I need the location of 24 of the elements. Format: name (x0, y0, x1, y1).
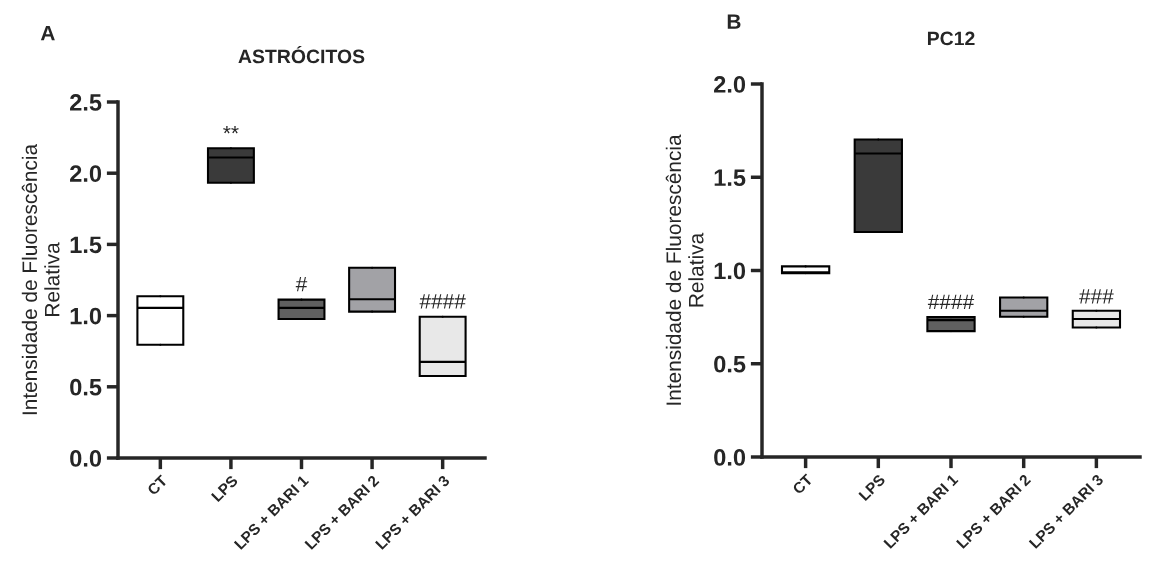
text: B (727, 14, 741, 29)
y-tick-label: 1.5 (70, 236, 102, 254)
y-tick-label: 2.0 (70, 165, 102, 182)
annotation: ** (223, 126, 239, 134)
text: A (40, 25, 55, 41)
x-tick-label: CT (146, 474, 169, 496)
y-tick-label: 0.5 (70, 378, 102, 396)
chart-title: ASTRÓCITOS (238, 45, 365, 64)
x-tick-label: CT (791, 473, 814, 495)
y-tick-label: 1.0 (714, 262, 746, 280)
annotation: ### (1079, 289, 1114, 304)
y-tick-label: 2.5 (70, 94, 102, 111)
annotation: # (295, 277, 308, 292)
y-tick-label: 0.0 (714, 449, 746, 466)
y-axis-title: Intensidade de Fluorescência Relativa (665, 134, 704, 405)
y-tick-label: 0.0 (70, 450, 102, 467)
y-axis-title: Intensidade de Fluorescência Relativa (21, 143, 60, 415)
chart-title: PC12 (927, 31, 975, 46)
y-tick-label: 2.0 (714, 76, 746, 93)
annotation: #### (419, 294, 466, 309)
annotation: #### (927, 294, 975, 310)
y-tick-label: 1.5 (714, 169, 746, 187)
y-tick-label: 0.5 (714, 355, 746, 373)
y-tick-label: 1.0 (70, 307, 102, 325)
